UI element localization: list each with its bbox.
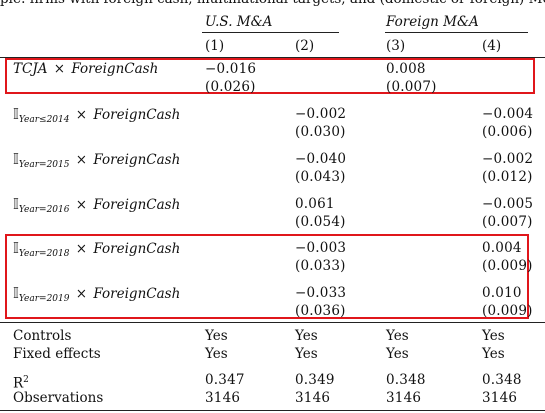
row-label-tcja: TCJA × ForeignCash xyxy=(13,61,158,78)
cell-y2018-c2-coef: −0.003 xyxy=(295,240,347,256)
label-foreigncash: ForeignCash xyxy=(93,107,181,123)
footer-r2-c4: 0.348 xyxy=(482,372,522,388)
cell-y2015-c4-se: (0.012) xyxy=(482,169,533,185)
subscript-year: Year=2016 xyxy=(18,205,70,215)
subscript-year: Year≤2014 xyxy=(18,115,70,125)
cell-y2018-c2-se: (0.033) xyxy=(295,258,346,274)
cell-tcja-c3-se: (0.007) xyxy=(386,79,437,95)
footer-obs-c4: 3146 xyxy=(482,390,518,406)
footer-fixed-c1: Yes xyxy=(205,346,228,362)
cell-y2019-c4-coef: 0.010 xyxy=(482,285,522,301)
cell-y2016-c4-se: (0.007) xyxy=(482,214,533,230)
r2-superscript: 2 xyxy=(23,375,29,385)
cell-y2016-c2-coef: 0.061 xyxy=(295,196,335,212)
highlight-box-2018-2019 xyxy=(5,234,529,319)
label-tcja-text: TCJA xyxy=(13,61,48,77)
cell-y2014-c2-se: (0.030) xyxy=(295,124,346,140)
r2-base: R xyxy=(13,375,24,392)
cell-y2019-c4-se: (0.009) xyxy=(482,303,533,319)
times-symbol: × xyxy=(75,107,88,123)
times-symbol: × xyxy=(75,286,88,302)
footer-r2-c3: 0.348 xyxy=(386,372,426,388)
footer-fixed-c2: Yes xyxy=(295,346,318,362)
cell-tcja-c1-se: (0.026) xyxy=(205,79,256,95)
times-symbol: × xyxy=(75,152,88,168)
label-foreigncash: ForeignCash xyxy=(71,61,159,77)
label-foreigncash: ForeignCash xyxy=(93,152,181,168)
indicator-symbol: 𝕀 xyxy=(13,150,19,168)
cell-y2014-c4-coef: −0.004 xyxy=(482,106,534,122)
row-label-y2016: 𝕀Year=2016 × ForeignCash xyxy=(13,196,180,216)
footer-obs-label: Observations xyxy=(13,390,104,406)
label-foreigncash: ForeignCash xyxy=(93,197,181,213)
footer-controls-c3: Yes xyxy=(386,328,409,344)
times-symbol: × xyxy=(75,241,88,257)
footer-obs-c3: 3146 xyxy=(386,390,422,406)
indicator-symbol: 𝕀 xyxy=(13,284,19,302)
label-foreigncash: ForeignCash xyxy=(93,241,181,257)
footer-fixed-c4: Yes xyxy=(482,346,505,362)
footer-obs-c1: 3146 xyxy=(205,390,241,406)
footer-rule xyxy=(0,322,545,323)
footer-controls-c1: Yes xyxy=(205,328,228,344)
col-header-4: (4) xyxy=(482,38,502,54)
bottom-rule xyxy=(0,410,545,411)
footer-r2-c1: 0.347 xyxy=(205,372,245,388)
cell-y2014-c4-se: (0.006) xyxy=(482,124,533,140)
label-foreigncash: ForeignCash xyxy=(93,286,181,302)
group-header-foreign: Foreign M&A xyxy=(386,14,479,30)
subscript-year: Year=2019 xyxy=(18,294,70,304)
indicator-symbol: 𝕀 xyxy=(13,195,19,213)
highlight-box-tcja xyxy=(5,58,535,94)
indicator-symbol: 𝕀 xyxy=(13,239,19,257)
cell-y2015-c2-se: (0.043) xyxy=(295,169,346,185)
footer-controls-c4: Yes xyxy=(482,328,505,344)
group-rule-us xyxy=(202,32,339,33)
header-rule xyxy=(0,57,545,58)
cell-tcja-c1-coef: −0.016 xyxy=(205,61,257,77)
cell-y2019-c2-coef: −0.033 xyxy=(295,285,347,301)
cell-y2015-c2-coef: −0.040 xyxy=(295,151,347,167)
times-symbol: × xyxy=(53,61,66,77)
cell-y2016-c2-se: (0.054) xyxy=(295,214,346,230)
cell-y2018-c4-coef: 0.004 xyxy=(482,240,522,256)
footer-obs-c2: 3146 xyxy=(295,390,331,406)
clipped-caption: ple: firms with foreign cash, multinatio… xyxy=(0,0,545,8)
group-rule-foreign xyxy=(385,32,528,33)
col-header-2: (2) xyxy=(295,38,315,54)
cell-y2019-c2-se: (0.036) xyxy=(295,303,346,319)
subscript-year: Year=2015 xyxy=(18,160,70,170)
group-header-us: U.S. M&A xyxy=(205,14,273,30)
cell-y2014-c2-coef: −0.002 xyxy=(295,106,347,122)
footer-fixed-label: Fixed effects xyxy=(13,346,101,362)
row-label-y2014: 𝕀Year≤2014 × ForeignCash xyxy=(13,106,180,126)
footer-r2-c2: 0.349 xyxy=(295,372,335,388)
footer-controls-label: Controls xyxy=(13,328,72,344)
footer-fixed-c3: Yes xyxy=(386,346,409,362)
footer-r2-label: R2 xyxy=(13,372,29,393)
col-header-1: (1) xyxy=(205,38,225,54)
row-label-y2019: 𝕀Year=2019 × ForeignCash xyxy=(13,285,180,305)
cell-tcja-c3-coef: 0.008 xyxy=(386,61,426,77)
cell-y2016-c4-coef: −0.005 xyxy=(482,196,534,212)
footer-controls-c2: Yes xyxy=(295,328,318,344)
times-symbol: × xyxy=(75,197,88,213)
indicator-symbol: 𝕀 xyxy=(13,105,19,123)
subscript-year: Year=2018 xyxy=(18,249,70,259)
cell-y2015-c4-coef: −0.002 xyxy=(482,151,534,167)
row-label-y2015: 𝕀Year=2015 × ForeignCash xyxy=(13,151,180,171)
col-header-3: (3) xyxy=(386,38,406,54)
row-label-y2018: 𝕀Year=2018 × ForeignCash xyxy=(13,240,180,260)
cell-y2018-c4-se: (0.009) xyxy=(482,258,533,274)
